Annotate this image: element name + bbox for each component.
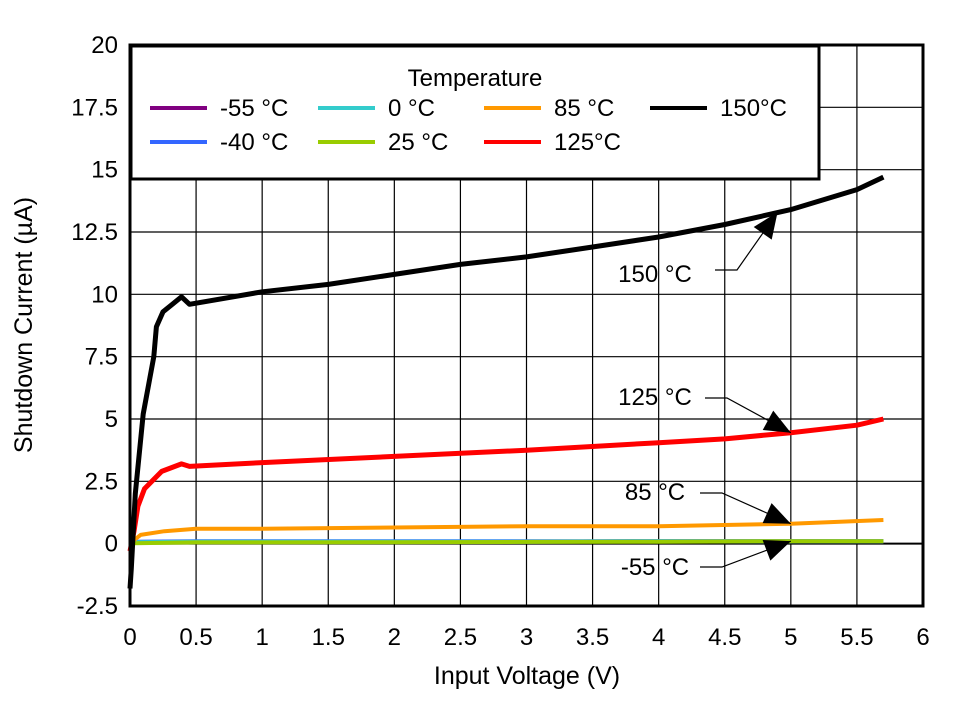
y-tick-label: 12.5	[71, 219, 118, 246]
legend-entry: 85 °C	[554, 95, 614, 122]
x-tick-label: 1.5	[312, 624, 345, 651]
x-tick-label: 3.5	[576, 624, 609, 651]
y-tick-label: 15	[91, 157, 118, 184]
x-tick-label: 2.5	[444, 624, 477, 651]
legend-entry: 25 °C	[388, 129, 448, 156]
x-tick-label: 0	[123, 624, 136, 651]
x-tick-label: 0.5	[179, 624, 212, 651]
y-tick-label: 2.5	[85, 468, 118, 495]
annotation-label: 150 °C	[618, 261, 692, 288]
legend-entry: 150°C	[720, 95, 787, 122]
y-tick-label: 17.5	[71, 94, 118, 121]
series-line-125C	[127, 416, 884, 552]
y-tick-label: 7.5	[85, 344, 118, 371]
annotations: 150 °C 125 °C 85 °C -55 °C	[618, 211, 792, 581]
x-tick-label: 5	[784, 624, 797, 651]
x-tick-label: 1	[255, 624, 268, 651]
y-tick-label: 10	[91, 281, 118, 308]
annotation-arrowhead	[762, 410, 791, 433]
y-tick-label: 20	[91, 32, 118, 59]
legend: Temperature -55 °C 0 °C 85 °C 150°C -40 °C 25…	[129, 44, 821, 181]
annotation-arrowhead	[753, 212, 778, 240]
legend-entry: -40 °C	[220, 129, 288, 156]
series-line-25C	[129, 539, 884, 546]
legend-box	[129, 44, 821, 181]
tick-labels: 0 0.5 1 1.5 2 2.5 3 3.5 4 4.5 5 5.5 6-2.502.557.5101…	[71, 32, 929, 651]
x-tick-label: 6	[916, 624, 929, 651]
x-tick-label: 4	[652, 624, 665, 651]
annotation-label: -55 °C	[621, 554, 689, 581]
x-tick-label: 3	[520, 624, 533, 651]
series-line-85C	[128, 518, 884, 546]
y-tick-label: -2.5	[77, 593, 118, 620]
y-tick-label: 5	[105, 406, 118, 433]
y-tick-label: 0	[105, 531, 118, 558]
y-axis-label: Shutdown Current (µA)	[10, 197, 38, 453]
annotation-arrowhead	[762, 540, 791, 561]
x-tick-label: 5.5	[840, 624, 873, 651]
legend-entry: 0 °C	[388, 95, 435, 122]
x-axis-label: Input Voltage (V)	[434, 662, 620, 690]
legend-entry: 125°C	[554, 129, 621, 156]
series-line-150C	[127, 174, 885, 589]
series-lines	[127, 174, 885, 589]
legend-entry: -55 °C	[220, 95, 288, 122]
x-tick-label: 2	[388, 624, 401, 651]
annotation-label: 85 °C	[625, 479, 685, 506]
legend-title: Temperature	[408, 65, 543, 92]
annotation-arrowhead	[762, 503, 791, 524]
annotation-label: 125 °C	[618, 384, 692, 411]
x-tick-label: 4.5	[708, 624, 741, 651]
